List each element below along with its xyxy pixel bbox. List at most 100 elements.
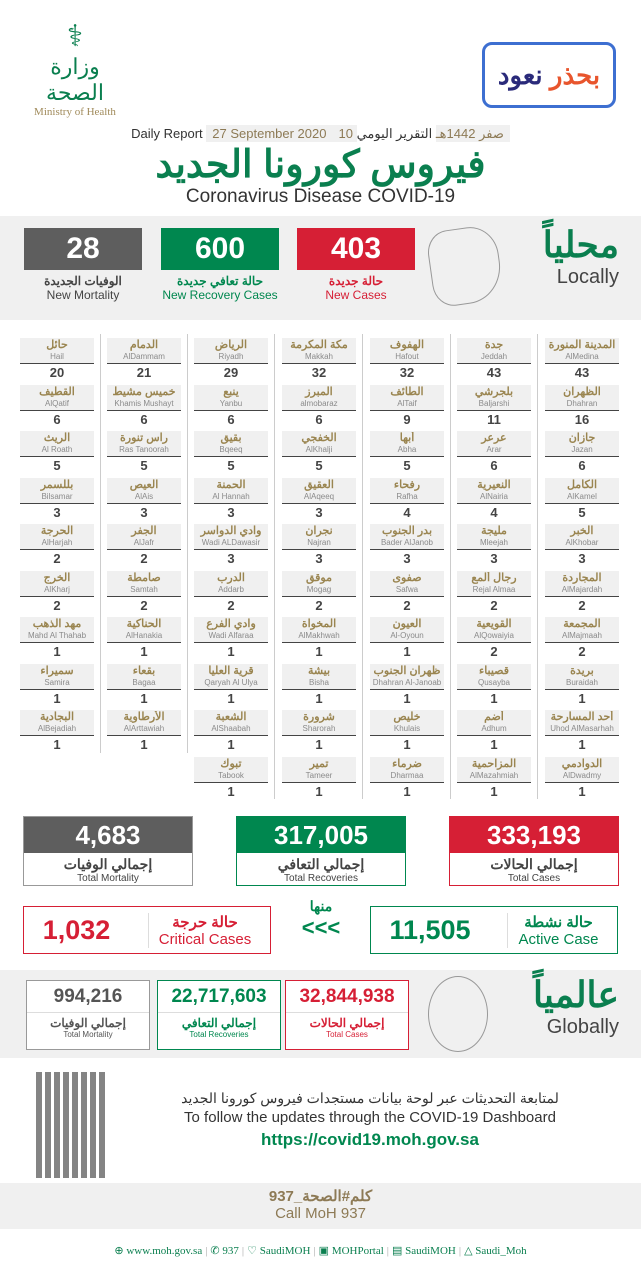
city-name-ar: بريدة (570, 664, 594, 677)
city-label: أحد المسارحة Uhod AlMasarhah (545, 710, 619, 736)
city-case-count: 1 (53, 644, 61, 659)
divider: | (241, 1245, 245, 1257)
global-recoveries-card: 22,717,603 إجمالي التعافي Total Recoveries (157, 980, 281, 1050)
city-cell: الخفجي AlKhalji 5 (282, 431, 356, 475)
footer-link[interactable]: ▤ SaudiMOH (391, 1245, 456, 1257)
globe-icon: ⊕ (114, 1245, 124, 1257)
city-case-count: 2 (53, 551, 61, 566)
footer-link[interactable]: ▣ MOHPortal (318, 1245, 384, 1257)
call-banner: كلم#الصحة_937 Call MoH 937 (0, 1183, 641, 1229)
city-name-ar: الخرج (43, 571, 71, 584)
new-mortality-value: 28 (24, 228, 142, 270)
city-case-count: 1 (490, 783, 498, 799)
city-cell: بدر الجنوب Bader AlJanob 3 (370, 524, 444, 568)
city-name-ar: عرعر (481, 432, 507, 444)
qr-code[interactable] (36, 1072, 106, 1178)
city-case-count: 43 (486, 365, 502, 380)
city-name-en: AlKhobar (565, 538, 599, 547)
city-name-ar: راس تنورة (120, 432, 168, 444)
city-cell: الريث Al Roath 5 (20, 431, 94, 475)
city-label: الظهران Dhahran (545, 384, 619, 411)
city-name-ar: الرياض (214, 339, 248, 351)
city-case-count: 6 (53, 411, 61, 427)
city-name-en: AlMajardah (561, 584, 603, 594)
city-case-count: 3 (53, 504, 61, 520)
city-label: خميس مشيط Khamis Mushayt (107, 384, 181, 411)
city-label: أضم Adhum (457, 710, 531, 736)
city-label: صامطة Samtah (107, 570, 181, 597)
city-case-count: 6 (227, 411, 235, 427)
moh-logo: ⚕ وزارة الصحة Ministry of Health (20, 20, 130, 118)
city-label: الأرطاوية AlArttawiah (107, 710, 181, 736)
city-cell: موقق Mogag 2 (282, 570, 356, 615)
city-name-ar: تبوك (220, 757, 242, 770)
city-name-en: Samtah (130, 584, 158, 594)
city-cell: جازان Jazan 6 (545, 431, 619, 475)
dashboard-link[interactable]: https://covid19.moh.gov.sa (261, 1130, 479, 1149)
city-name-ar: ينبع (223, 385, 239, 398)
city-name-ar: الهفوف (389, 339, 425, 351)
city-name-en: AlArttawiah (123, 724, 165, 733)
city-label: الحمنة Al Hannah (194, 477, 268, 504)
city-case-count: 1 (315, 690, 323, 706)
city-cell: بلجرشي Baljarshi 11 (457, 384, 531, 429)
city-label: المخواة AlMakhwah (282, 617, 356, 643)
footer-link[interactable]: ✆ 937 (210, 1245, 239, 1257)
city-name-en: Bagaa (132, 677, 156, 687)
city-cell: جدة Jeddah 43 (457, 338, 531, 382)
city-name-en: AlDammam (123, 352, 165, 361)
city-cell: صامطة Samtah 2 (107, 570, 181, 615)
saudi-map-icon (425, 223, 505, 309)
city-label: الهفوف Hafout (370, 338, 444, 364)
city-cell: بقعاء Bagaa 1 (107, 663, 181, 708)
city-label: الخبر AlKhobar (545, 524, 619, 550)
city-name-en: Addarb (218, 584, 244, 594)
city-name-en: Wadi Alfaraa (208, 631, 254, 640)
footer-link[interactable]: ⊕ www.moh.gov.sa (114, 1245, 203, 1257)
city-name-en: Ras Tanoorah (119, 445, 169, 454)
city-name-ar: الدرب (217, 571, 245, 584)
city-name-ar: العقيق (304, 478, 334, 491)
city-name-ar: بلجرشي (474, 385, 514, 398)
city-label: الدوادمي AlDwadmy (545, 756, 619, 783)
city-cell: المدينة المنورة AlMedina 43 (545, 338, 619, 382)
city-cell: ضرماء Dharmaa 1 (370, 756, 444, 801)
city-cell: الأرطاوية AlArttawiah 1 (107, 710, 181, 754)
city-name-ar: حائل (46, 339, 68, 351)
city-label: القويعية AlQowaiyia (457, 617, 531, 643)
city-label: الريث Al Roath (20, 431, 94, 457)
city-label: ينبع Yanbu (194, 384, 268, 411)
city-label: العيون Al-Oyoun (370, 617, 444, 643)
city-name-ar: العيص (129, 478, 159, 491)
city-label: ظهران الجنوب Dhahran Al-Janoab (370, 663, 444, 690)
report-line: Daily Report 27 September 2020 10 صفر 144… (0, 125, 641, 142)
city-name-en: AlKharj (44, 584, 70, 594)
city-name-ar: الطائف (390, 385, 424, 398)
city-case-count: 3 (140, 504, 148, 520)
footer-link[interactable]: △ Saudi_Moh (464, 1245, 527, 1257)
city-cell: قصيباء Qusayba 1 (457, 663, 531, 708)
city-name-en: AlHarjah (41, 538, 73, 547)
city-label: جازان Jazan (545, 431, 619, 457)
city-cell: بريدة Buraidah 1 (545, 663, 619, 708)
city-name-ar: المجمعة (563, 618, 601, 630)
city-name-ar: الخفجي (301, 432, 337, 444)
total-mortality-card: 4,683 إجمالي الوفيات Total Mortality (23, 816, 193, 886)
divider: | (313, 1245, 316, 1257)
city-label: العقيق AlAqeeq (282, 477, 356, 504)
city-cell: الرياض Riyadh 29 (194, 338, 268, 382)
city-name-ar: صامطة (127, 571, 161, 584)
city-name-ar: المزاحمية (471, 757, 517, 770)
city-cell: رفحاء Rafha 4 (370, 477, 444, 522)
city-label: بللسمر Bilsamar (20, 477, 94, 504)
city-cell: أضم Adhum 1 (457, 710, 531, 754)
city-name-en: Jazan (571, 445, 593, 454)
city-name-ar: وادي الفرع (206, 618, 256, 630)
twitter-icon: ♡ (247, 1245, 257, 1257)
city-cell: الهفوف Hafout 32 (370, 338, 444, 382)
city-name-ar: صفوى (392, 571, 422, 584)
city-name-en: Al Roath (41, 445, 73, 454)
city-cell: المجمعة AlMajmaah 2 (545, 617, 619, 661)
city-label: الطائف AlTaif (370, 384, 444, 411)
footer-link[interactable]: ♡ SaudiMOH (247, 1245, 311, 1257)
